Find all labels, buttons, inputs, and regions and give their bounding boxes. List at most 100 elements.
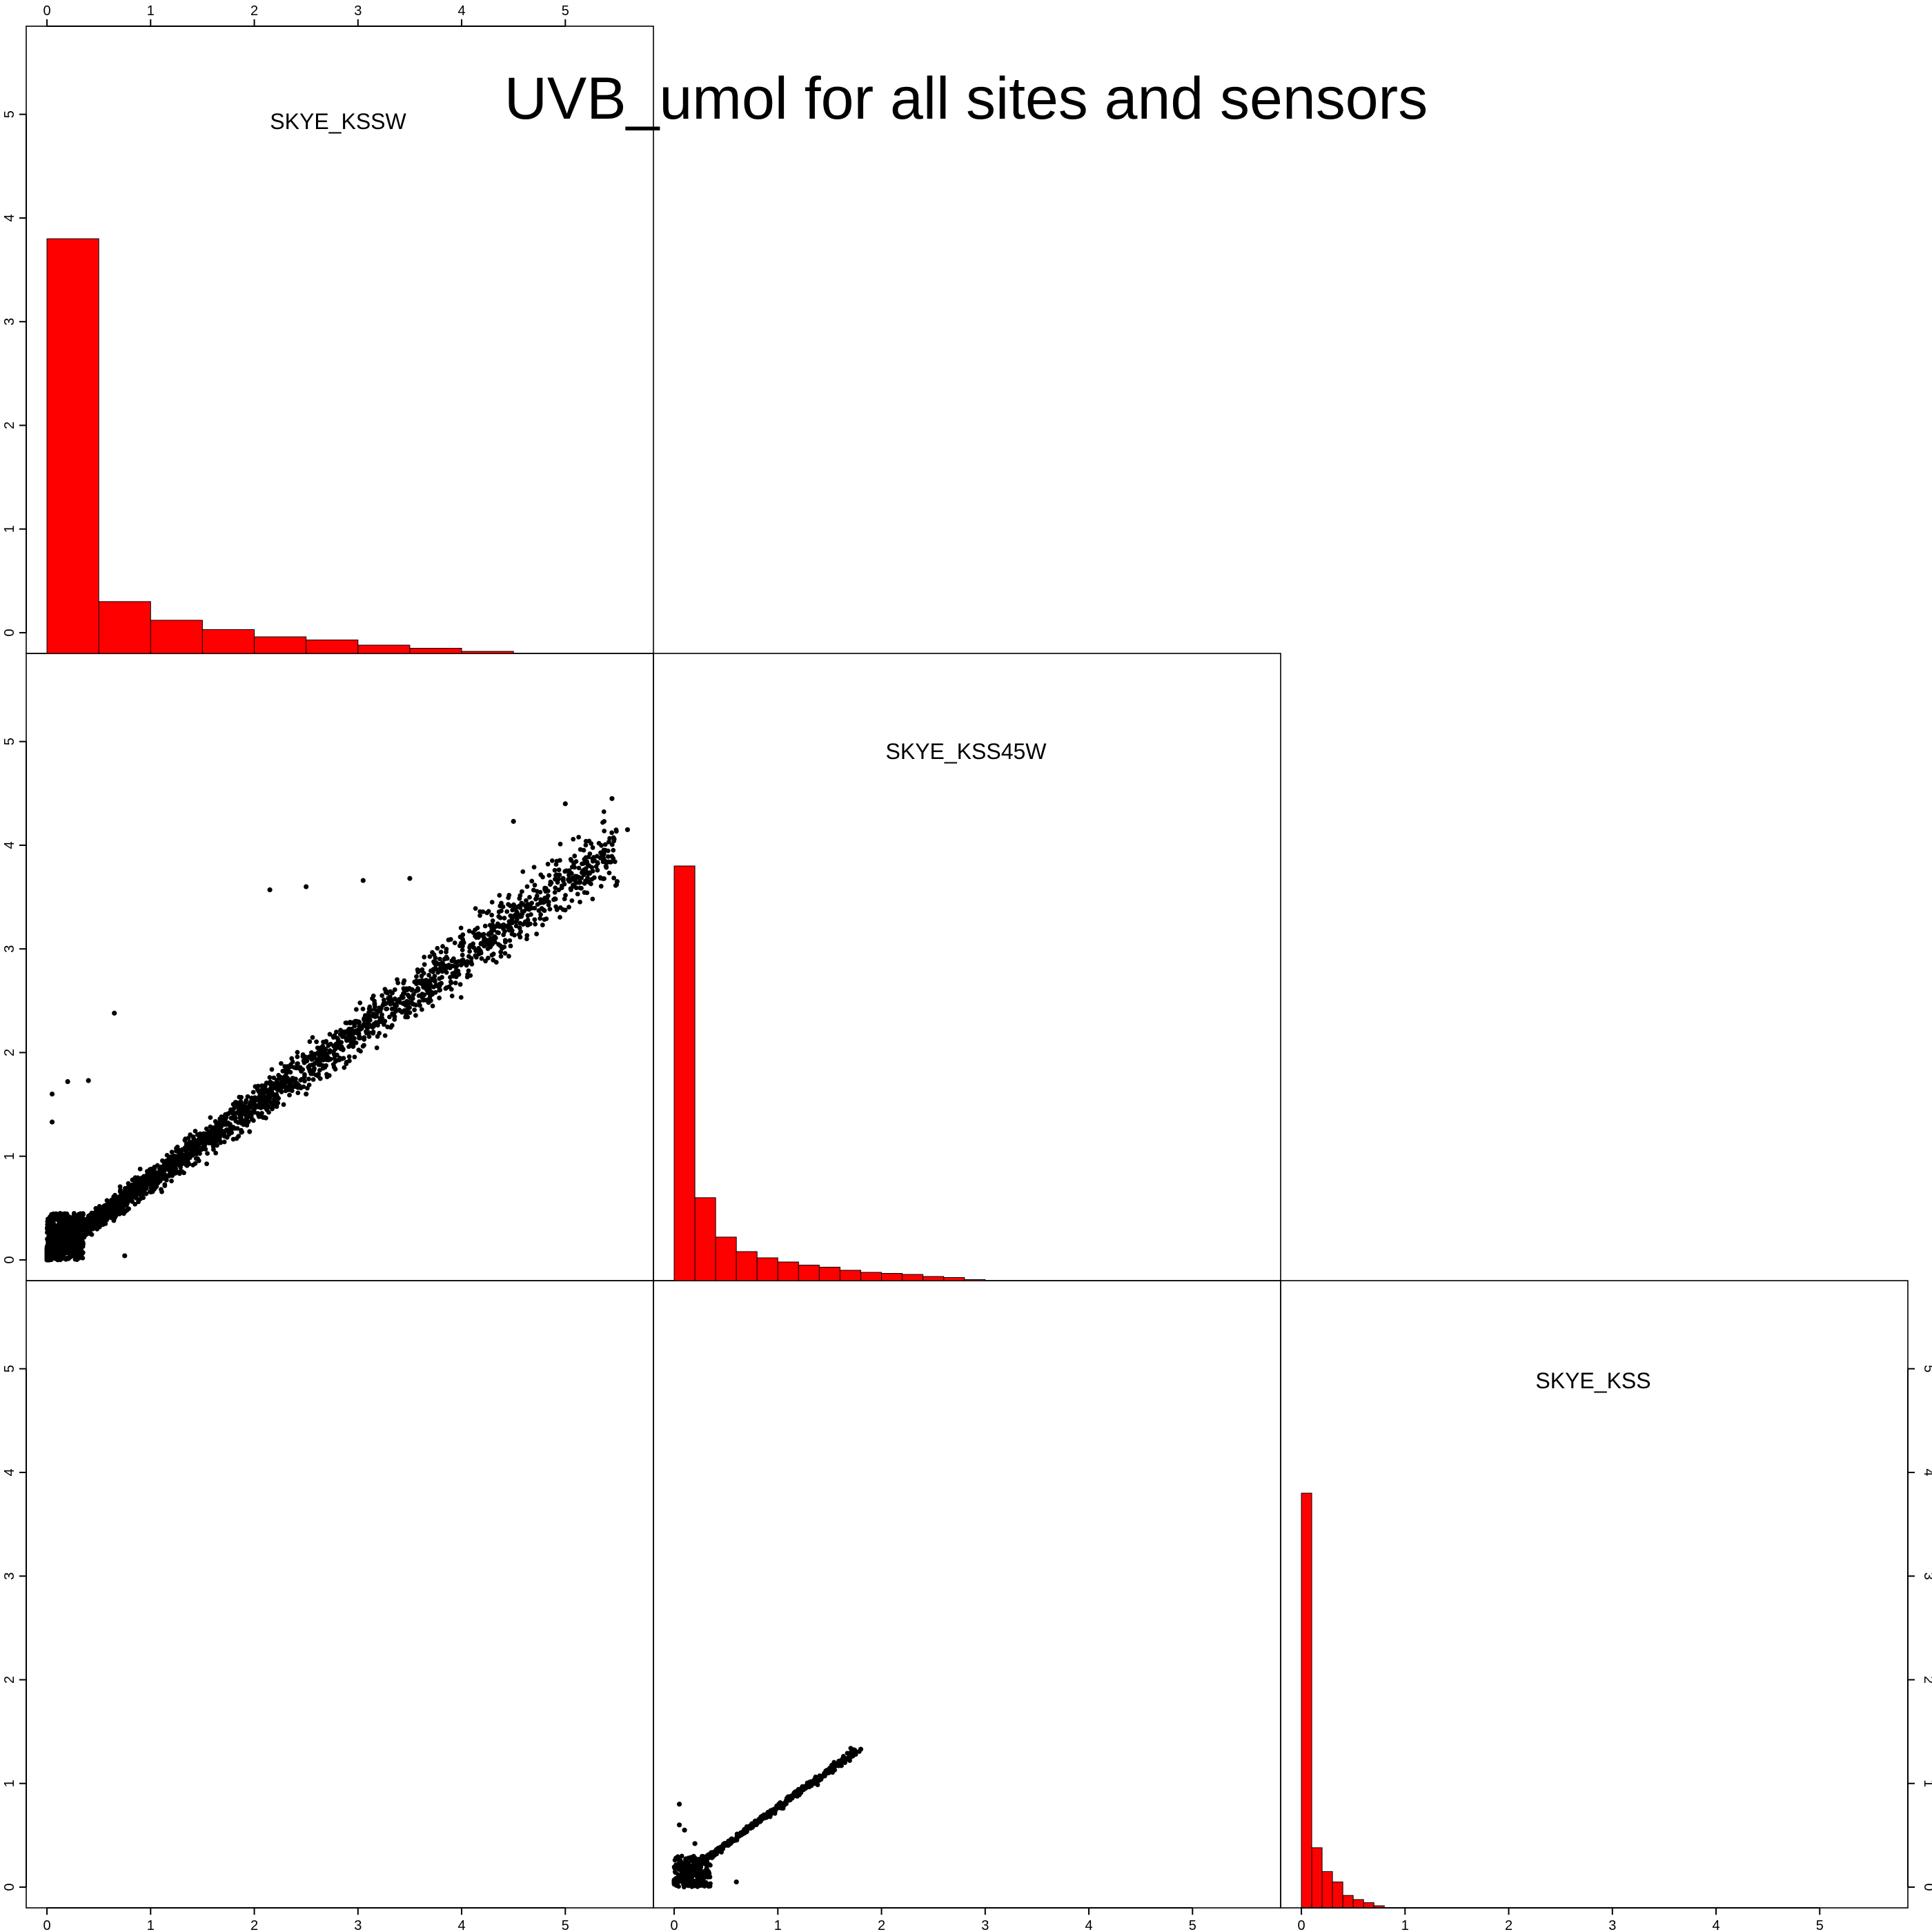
data-point xyxy=(269,1067,275,1072)
data-point xyxy=(193,1161,198,1166)
data-point xyxy=(375,1034,380,1039)
data-point xyxy=(250,1116,255,1122)
data-point xyxy=(248,1100,253,1105)
data-point xyxy=(237,1112,242,1117)
histogram-bar xyxy=(818,1266,840,1281)
data-point xyxy=(395,977,400,983)
data-point xyxy=(339,1040,344,1045)
data-point xyxy=(576,865,582,871)
histogram-bar xyxy=(1332,1881,1343,1909)
data-point xyxy=(594,854,600,859)
data-point xyxy=(456,972,462,977)
data-point xyxy=(453,980,458,985)
data-point xyxy=(558,841,563,847)
data-point xyxy=(416,993,422,998)
histogram-bar xyxy=(943,1276,965,1281)
data-point xyxy=(360,1043,366,1049)
data-point xyxy=(256,1112,261,1118)
data-point xyxy=(67,1251,72,1256)
data-point xyxy=(533,896,538,902)
outlier-point xyxy=(511,818,516,825)
data-point xyxy=(73,1256,79,1262)
data-point xyxy=(66,1216,72,1221)
data-point xyxy=(493,936,498,940)
data-point xyxy=(103,1218,108,1223)
data-point xyxy=(360,1006,366,1012)
data-point xyxy=(226,1122,232,1127)
data-point xyxy=(70,1236,76,1241)
data-point xyxy=(346,1058,352,1063)
data-point xyxy=(531,865,537,870)
data-point xyxy=(502,951,508,956)
data-point xyxy=(467,945,472,950)
data-point xyxy=(482,943,486,949)
data-point xyxy=(370,996,375,1001)
data-point xyxy=(460,947,465,953)
data-point xyxy=(323,1047,328,1052)
data-point xyxy=(55,1257,60,1263)
data-point xyxy=(448,987,454,992)
data-point xyxy=(280,1068,286,1074)
data-point xyxy=(776,1801,782,1806)
data-point xyxy=(549,858,555,863)
data-point xyxy=(282,1064,288,1069)
data-point xyxy=(381,1022,386,1027)
data-point xyxy=(377,1016,383,1021)
data-point xyxy=(324,1040,329,1045)
data-point xyxy=(499,908,504,914)
data-point xyxy=(607,836,612,841)
data-point xyxy=(482,940,487,945)
data-point xyxy=(473,906,478,911)
data-point xyxy=(379,993,385,998)
data-point xyxy=(491,952,496,956)
data-point xyxy=(248,1105,253,1110)
data-point xyxy=(496,930,501,936)
data-point xyxy=(389,1023,395,1028)
data-point xyxy=(221,1139,227,1145)
histogram-bar xyxy=(409,647,462,654)
data-point xyxy=(489,912,495,918)
data-point xyxy=(492,939,497,945)
data-point xyxy=(289,1056,295,1061)
data-point xyxy=(420,982,425,987)
data-point xyxy=(306,1076,311,1082)
data-point xyxy=(295,1061,300,1067)
data-point xyxy=(552,867,558,873)
data-point xyxy=(583,878,588,884)
data-point xyxy=(571,836,576,842)
data-point xyxy=(437,995,442,1000)
data-point xyxy=(375,1010,379,1016)
data-point xyxy=(450,971,455,976)
data-point xyxy=(231,1114,237,1119)
data-point xyxy=(52,1252,57,1257)
data-point xyxy=(324,1074,330,1080)
data-point xyxy=(526,923,531,927)
data-point xyxy=(603,863,609,869)
data-point xyxy=(558,858,562,863)
data-point xyxy=(590,856,595,862)
data-point xyxy=(453,965,459,970)
data-point xyxy=(590,896,595,902)
data-point xyxy=(70,1226,76,1232)
data-point xyxy=(847,1751,853,1755)
data-point xyxy=(315,1074,321,1079)
data-point xyxy=(183,1162,188,1167)
data-point xyxy=(274,1077,279,1083)
data-point xyxy=(332,1056,337,1061)
data-point xyxy=(208,1115,213,1121)
data-point xyxy=(438,949,444,955)
data-point xyxy=(467,949,473,954)
histogram-bar xyxy=(150,620,203,654)
data-point xyxy=(166,1174,172,1179)
data-point xyxy=(375,1023,380,1028)
data-point xyxy=(63,1234,68,1239)
data-point xyxy=(540,923,545,927)
data-point xyxy=(412,1007,417,1013)
data-point xyxy=(48,1257,54,1263)
data-point xyxy=(400,1000,406,1006)
data-point xyxy=(136,1199,141,1205)
data-point xyxy=(500,946,504,951)
data-point xyxy=(269,1089,274,1094)
histogram-bar xyxy=(1352,1899,1364,1909)
data-point xyxy=(184,1158,190,1163)
